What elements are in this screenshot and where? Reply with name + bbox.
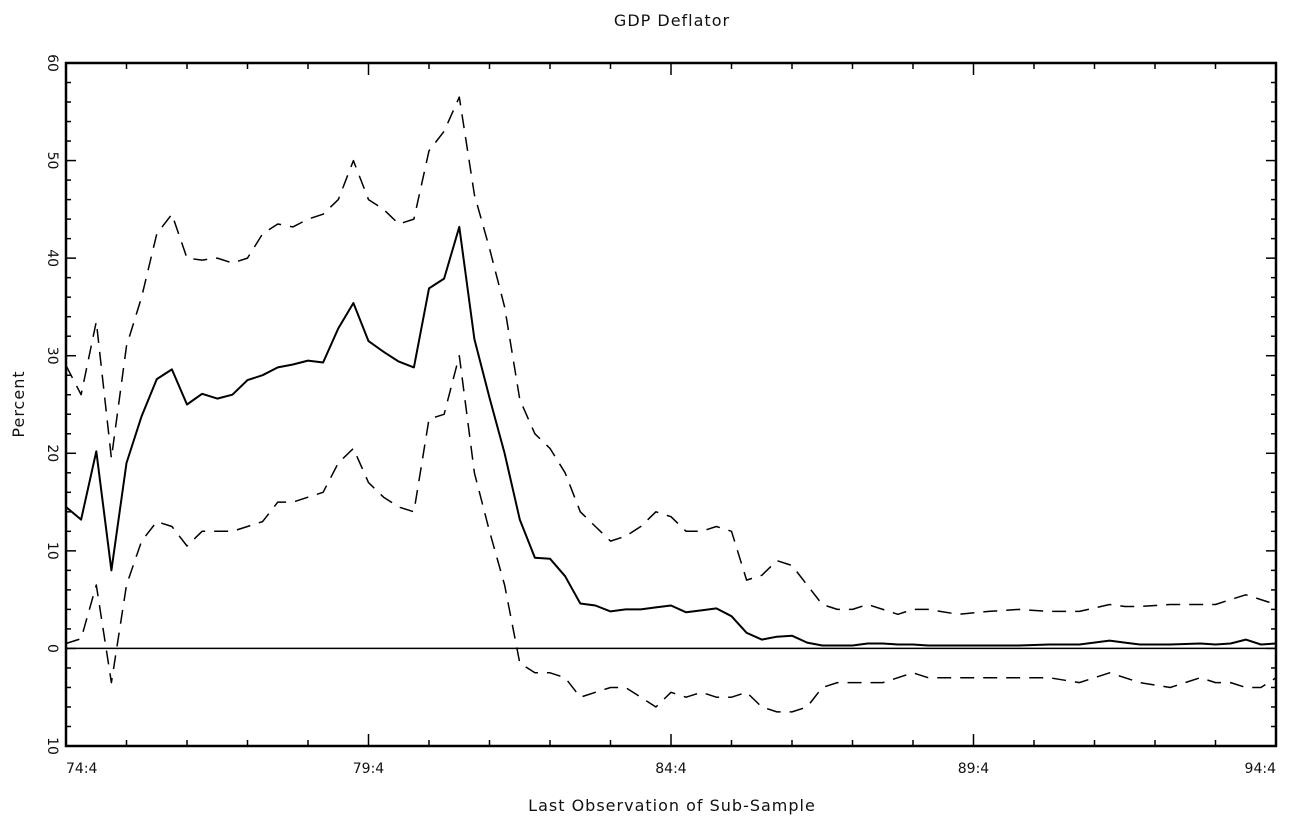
x-tick-label: 74:4 xyxy=(66,761,98,777)
y-axis-tick-labels: 10 0 10 20 30 40 50 60 xyxy=(44,54,60,755)
x-tick-label: 79:4 xyxy=(353,761,385,777)
x-tick-label: 89:4 xyxy=(958,761,990,777)
chart-title: GDP Deflator xyxy=(614,11,730,30)
y-tick-label: 20 xyxy=(44,444,60,462)
x-tick-label: 94:4 xyxy=(1245,761,1277,777)
lower-band-line xyxy=(65,354,1277,713)
y-tick-label: 10 xyxy=(44,737,60,755)
upper-band-line xyxy=(65,96,1277,616)
x-axis-label: Last Observation of Sub-Sample xyxy=(528,796,816,815)
x-axis-tick-labels: 74:4 79:4 84:4 89:4 94:4 xyxy=(66,761,1276,777)
series-group xyxy=(65,96,1277,713)
y-tick-label: 10 xyxy=(44,542,60,560)
y-tick-label: 30 xyxy=(44,347,60,365)
y-tick-label: 50 xyxy=(44,152,60,170)
y-tick-label: 0 xyxy=(44,644,60,653)
y-axis-label: Percent xyxy=(9,370,28,437)
y-tick-label: 40 xyxy=(44,249,60,267)
x-tick-label: 84:4 xyxy=(655,761,687,777)
point-estimate-line xyxy=(65,225,1277,647)
plot-area xyxy=(64,61,1278,748)
y-tick-label: 60 xyxy=(44,54,60,72)
